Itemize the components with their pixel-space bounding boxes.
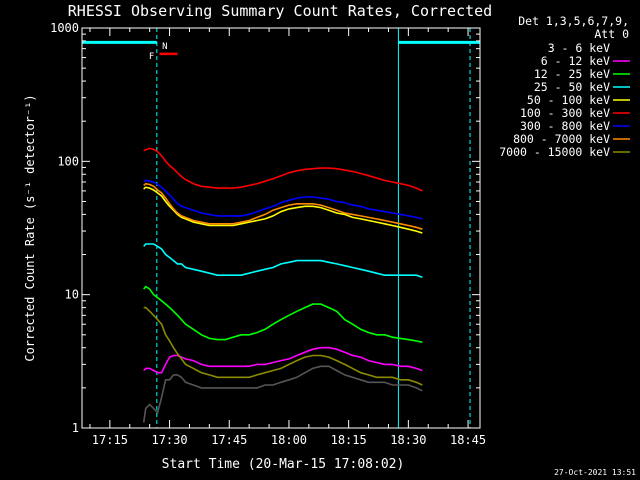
series-line xyxy=(143,346,423,374)
legend-label: 12 - 25 keV xyxy=(534,67,610,81)
legend-label: 6 - 12 keV xyxy=(541,54,610,68)
x-tick-label: 18:00 xyxy=(271,433,307,447)
x-tick-label: 18:45 xyxy=(450,433,486,447)
series-line xyxy=(143,147,423,192)
axes xyxy=(81,27,481,429)
x-tick-label: 17:45 xyxy=(211,433,247,447)
series-line xyxy=(143,306,423,386)
y-tick-label: 10 xyxy=(65,288,79,302)
plot-frame xyxy=(81,27,481,429)
footer-timestamp: 27-Oct-2021 13:51 xyxy=(554,468,636,477)
flag-label-n: N xyxy=(162,42,167,52)
legend-label: 7000 - 15000 keV xyxy=(499,145,610,159)
series-group xyxy=(142,147,423,423)
x-tick-label: 18:15 xyxy=(331,433,367,447)
y-axis-label: Corrected Count Rate (s⁻¹ detector⁻¹) xyxy=(23,94,37,361)
legend-label: 800 - 7000 keV xyxy=(513,132,610,146)
legend-header-line-2: Att 0 xyxy=(594,27,629,41)
series-line xyxy=(143,182,423,230)
series-line xyxy=(143,285,423,343)
legend-label: 25 - 50 keV xyxy=(534,80,610,94)
x-axis-label: Start Time (20-Mar-15 17:08:02) xyxy=(162,457,405,472)
series-line xyxy=(143,186,423,234)
legend-label: 100 - 300 keV xyxy=(520,106,610,120)
legend-label: 3 - 6 keV xyxy=(548,41,610,55)
legend-label: 50 - 100 keV xyxy=(527,93,610,107)
x-tick-label: 18:30 xyxy=(390,433,426,447)
y-tick-label: 100 xyxy=(57,154,79,168)
series-line xyxy=(143,179,423,220)
x-tick-label: 17:30 xyxy=(151,433,187,447)
y-tick-label: 1 xyxy=(72,421,79,435)
series-line xyxy=(143,243,423,279)
x-tick-label: 17:15 xyxy=(92,433,128,447)
legend-label: 300 - 800 keV xyxy=(520,119,610,133)
flag-annotations: FN xyxy=(149,42,178,62)
chart-title: RHESSI Observing Summary Count Rates, Co… xyxy=(68,2,492,20)
series-line xyxy=(142,365,423,423)
flag-label-f: F xyxy=(149,52,154,62)
ticks: 1 10 100 1000 17:15 17:30 17:45 18:00 18:15 18:30… xyxy=(50,21,486,447)
y-tick-label: 1000 xyxy=(50,21,79,35)
legend-header-line-1: Det 1,3,5,6,7,9, xyxy=(518,14,629,28)
